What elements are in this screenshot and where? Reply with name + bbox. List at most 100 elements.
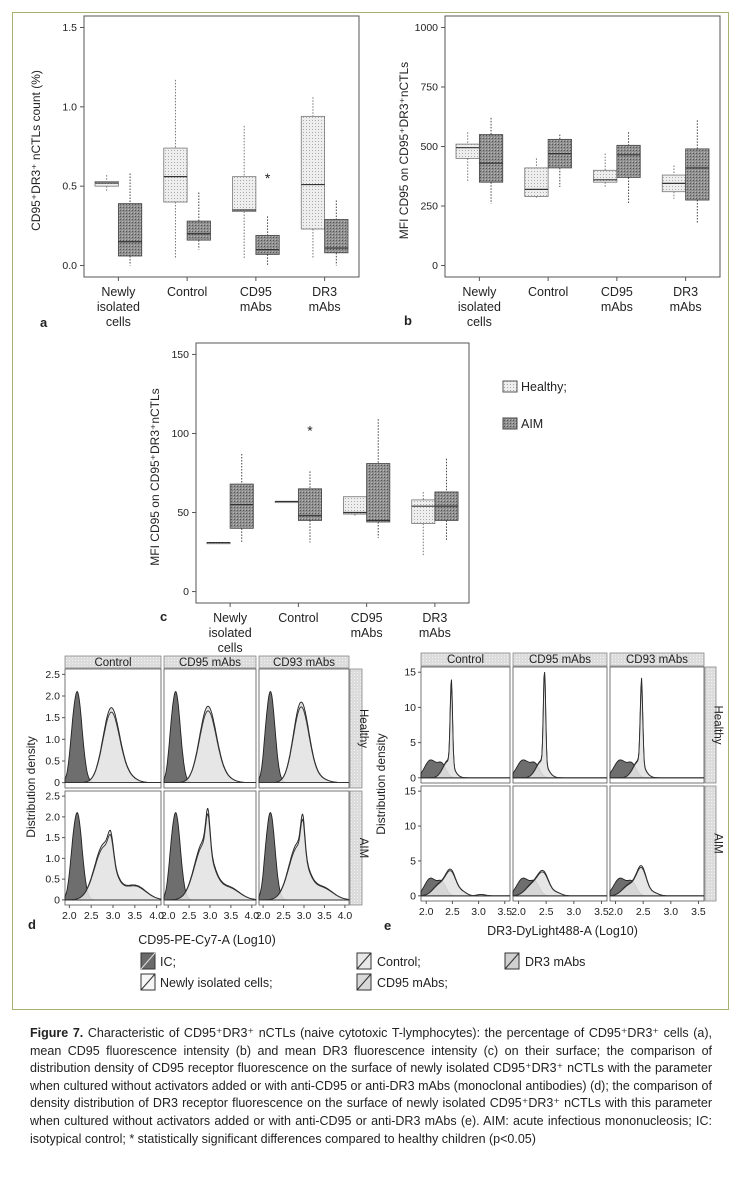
legend-top: Healthy; AIM <box>502 380 567 431</box>
box-plot-c: 0 50 100 150 MFI CD95 on CD95⁺DR3⁺nCTLs Newly… <box>148 342 470 655</box>
x-tick-label: 2.5 <box>84 910 99 922</box>
x-tick-label: 4.0 <box>149 910 164 922</box>
x-tick-label: 2.5 <box>539 906 554 918</box>
facet-label-row: Healthy <box>357 709 369 748</box>
y-axis-label: Distribution density <box>24 736 38 837</box>
y-tick-label: 0 <box>54 777 60 789</box>
y-tick-label: 15 <box>404 786 416 798</box>
y-tick-label: 0 <box>432 260 438 272</box>
x-tick-label: 3.5 <box>128 910 143 922</box>
x-axis-label: CD95-PE-Cy7-A (Log10) <box>138 933 276 947</box>
legend-dr3: DR3 mAbs <box>504 952 585 970</box>
facet-strip-col <box>420 652 511 667</box>
box-aim <box>685 148 710 201</box>
facet-label-row: AIM <box>357 838 369 858</box>
y-tick-label: 150 <box>171 349 189 361</box>
y-tick-label: 1.5 <box>45 712 60 724</box>
x-tick-label: 3.0 <box>203 910 218 922</box>
facet-label-col: Control <box>447 654 484 666</box>
y-tick-label: 0 <box>410 890 416 902</box>
facet-strip-row <box>704 666 717 784</box>
x-tick-label: 3.5 <box>497 906 512 918</box>
box-healthy <box>232 176 257 212</box>
y-tick-label: 1.0 <box>45 734 60 746</box>
significance-star: * <box>265 170 271 186</box>
y-tick-label: 0.5 <box>45 755 60 767</box>
x-tick-label: Control <box>278 611 318 625</box>
x-tick-label: mAbs <box>670 300 702 314</box>
y-tick-label: 10 <box>404 821 416 833</box>
legend-ic: IC; <box>140 952 176 970</box>
x-tick-label: CD95 <box>240 285 272 299</box>
y-tick-label: 2.0 <box>45 691 60 703</box>
facet-strip-col <box>609 652 705 667</box>
facet-label-col: CD95 mAbs <box>529 654 591 666</box>
facet-strip-col <box>64 655 162 669</box>
x-tick-label: 3.5 <box>691 906 706 918</box>
x-tick-label: 3.5 <box>224 910 239 922</box>
x-tick-label: cells <box>106 315 131 329</box>
caption-text: Characteristic of CD95⁺DR3⁺ nCTLs (naive… <box>30 1026 713 1146</box>
density-newly <box>420 870 510 897</box>
x-tick-label: DR3 <box>673 285 698 299</box>
box-aim <box>366 463 391 523</box>
y-tick-label: 0 <box>410 772 416 784</box>
legend-dr3-label: DR3 mAbs <box>525 955 585 969</box>
box-aim <box>297 488 322 521</box>
y-tick-label: 2.5 <box>45 791 60 803</box>
density-newly <box>610 683 704 779</box>
y-tick-label: 0.0 <box>62 260 77 272</box>
facet-label-col: Control <box>94 657 131 669</box>
y-tick-label: 0 <box>54 894 60 906</box>
x-tick-label: mAbs <box>419 626 451 640</box>
x-tick-label: 3.0 <box>471 906 486 918</box>
facet-strip-row <box>349 668 363 789</box>
box-aim <box>324 219 349 254</box>
x-tick-label: DR3 <box>422 611 447 625</box>
significance-star: * <box>307 422 313 438</box>
facet-strip-col <box>258 655 350 669</box>
y-tick-label: 2.5 <box>45 669 60 681</box>
x-tick-label: mAbs <box>240 300 272 314</box>
x-tick-label: 2.5 <box>445 906 460 918</box>
y-tick-label: 500 <box>420 141 438 153</box>
y-tick-label: 1.0 <box>45 853 60 865</box>
x-tick-label: cells <box>467 315 492 329</box>
box-aim <box>229 483 254 529</box>
density-newly <box>164 813 257 901</box>
density-newly <box>164 710 256 784</box>
x-tick-label: DR3 <box>312 285 337 299</box>
facet-label-row: Healthy <box>712 706 724 745</box>
x-axis-label: DR3-DyLight488-A (Log10) <box>487 924 638 938</box>
y-tick-label: 1.5 <box>45 832 60 844</box>
x-tick-label: 3.0 <box>567 906 582 918</box>
legend-cd95: CD95 mAbs; <box>356 973 448 991</box>
x-tick-label: CD95 <box>601 285 633 299</box>
density-newly <box>65 834 162 901</box>
density-newly <box>65 711 161 784</box>
x-tick-label: 2.5 <box>276 910 291 922</box>
x-tick-label: 3.5 <box>317 910 332 922</box>
x-tick-label: 3.0 <box>297 910 312 922</box>
density-newly <box>259 818 350 901</box>
panel-letter-d: d <box>28 917 36 932</box>
box-plot-a: 0.0 0.5 1.0 1.5 CD95⁺DR3⁺ nCTLs count (%) New… <box>29 15 360 329</box>
box-aim <box>616 144 641 178</box>
facet-label-col: CD95 mAbs <box>179 657 241 669</box>
x-tick-label: cells <box>218 641 243 655</box>
figure-frame <box>12 12 729 1010</box>
facet-strip-col <box>512 652 608 667</box>
y-axis-label: MFI CD95 on CD95⁺DR3⁺nCTLs <box>148 388 162 565</box>
x-tick-label: Newly <box>101 285 136 299</box>
legend-cd95-label: CD95 mAbs; <box>377 976 448 990</box>
y-tick-label: 1.0 <box>62 101 77 113</box>
legend-healthy-label: Healthy; <box>521 380 567 394</box>
y-tick-label: 50 <box>177 507 189 519</box>
facet-strip-col <box>163 655 257 669</box>
facet-strip-row <box>704 785 717 902</box>
box-aim <box>186 220 211 241</box>
x-tick-label: mAbs <box>309 300 341 314</box>
box-healthy <box>343 496 368 515</box>
x-tick-label: CD95 <box>351 611 383 625</box>
panel-letter-c: c <box>160 609 167 624</box>
